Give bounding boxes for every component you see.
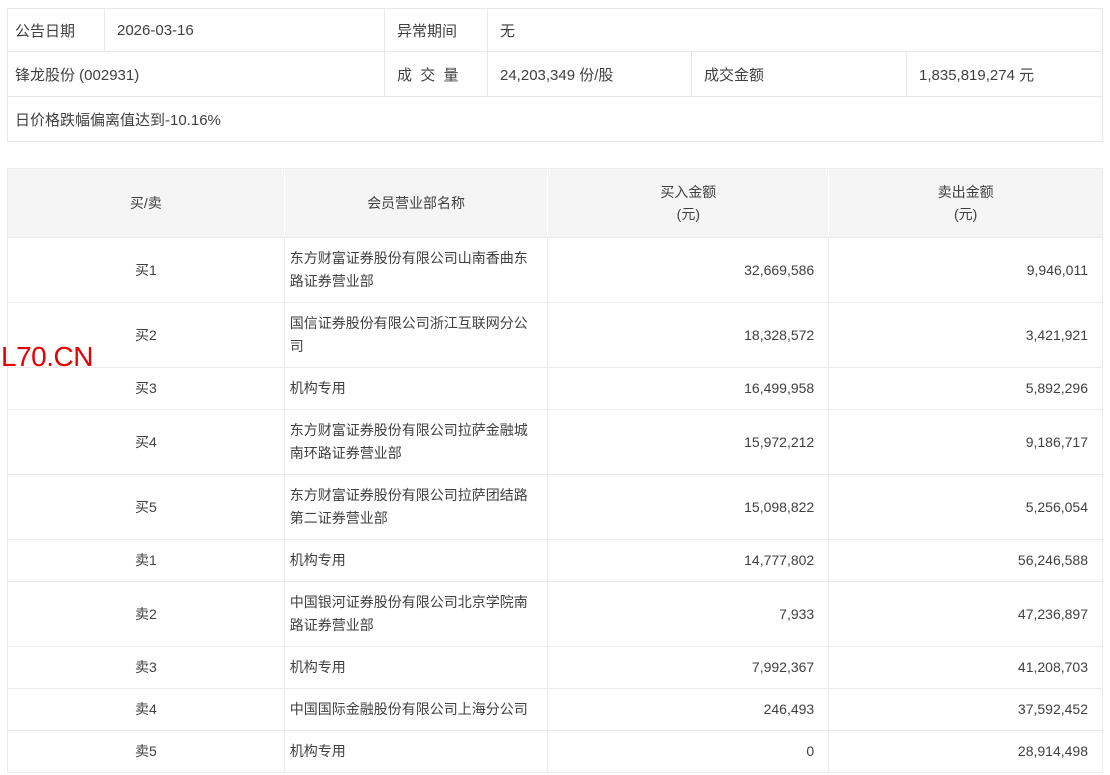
row-side: 买5: [7, 474, 285, 540]
volume-label-text: 成交量: [397, 66, 459, 84]
table-row: 买1 东方财富证券股份有限公司山南香曲东路证券营业部 32,669,586 9,946…: [7, 237, 1103, 303]
broker-table-header: 买/卖 会员营业部名称 买入金额 (元) 卖出金额 (元): [7, 168, 1103, 238]
row-side: 卖1: [7, 539, 285, 582]
header-branch: 会员营业部名称: [284, 168, 549, 238]
announce-date-label: 公告日期: [8, 9, 105, 51]
row-side: 买3: [7, 367, 285, 410]
row-side: 卖4: [7, 688, 285, 731]
table-row: 买2 国信证券股份有限公司浙江互联网分公司 18,328,572 3,421,921: [7, 302, 1103, 368]
row-branch-name: 中国国际金融股份有限公司上海分公司: [284, 688, 549, 731]
table-row: 卖3 机构专用 7,992,367 41,208,703: [7, 646, 1103, 689]
table-row: 卖2 中国银河证券股份有限公司北京学院南路证券营业部 7,933 47,236,897: [7, 581, 1103, 647]
table-row: 买3 机构专用 16,499,958 5,892,296: [7, 367, 1103, 410]
info-row-deviation: 日价格跌幅偏离值达到-10.16%: [8, 96, 1102, 141]
row-branch-name: 机构专用: [284, 646, 549, 689]
announce-date-value: 2026-03-16: [105, 9, 385, 51]
row-side: 卖3: [7, 646, 285, 689]
row-branch-name: 国信证券股份有限公司浙江互联网分公司: [284, 302, 549, 368]
volume-label: 成交量: [385, 52, 488, 96]
header-buy-amount-unit: (元): [676, 206, 700, 222]
stock-info-panel: 公告日期 2026-03-16 异常期间 无 锋龙股份 (002931) 成交量…: [7, 8, 1103, 142]
row-buy-amount: 7,992,367: [547, 646, 830, 689]
row-side: 买4: [7, 409, 285, 475]
row-buy-amount: 16,499,958: [547, 367, 830, 410]
row-sell-amount: 47,236,897: [828, 581, 1103, 647]
row-branch-name: 机构专用: [284, 367, 549, 410]
row-sell-amount: 9,186,717: [828, 409, 1103, 475]
volume-value: 24,203,349 份/股: [488, 52, 692, 96]
row-side: 卖5: [7, 730, 285, 773]
row-side: 卖2: [7, 581, 285, 647]
turnover-value: 1,835,819,274 元: [919, 66, 1035, 84]
row-sell-amount: 3,421,921: [828, 302, 1103, 368]
info-row-announce: 公告日期 2026-03-16 异常期间 无: [8, 9, 1102, 51]
row-sell-amount: 9,946,011: [828, 237, 1103, 303]
table-row: 卖4 中国国际金融股份有限公司上海分公司 246,493 37,592,452: [7, 688, 1103, 731]
header-sell-amount-label: 卖出金额: [937, 184, 994, 200]
abnormal-period-label: 异常期间: [385, 9, 488, 51]
table-row: 卖1 机构专用 14,777,802 56,246,588: [7, 539, 1103, 582]
row-side: 买1: [7, 237, 285, 303]
info-row-volume: 锋龙股份 (002931) 成交量 24,203,349 份/股 成交金额 1,…: [8, 51, 1102, 96]
stock-name: 锋龙股份 (002931): [8, 52, 385, 96]
row-buy-amount: 14,777,802: [547, 539, 830, 582]
header-buy-amount-label: 买入金额: [660, 184, 717, 200]
header-sell-amount: 卖出金额 (元): [828, 168, 1103, 238]
broker-table: 买/卖 会员营业部名称 买入金额 (元) 卖出金额 (元) 买1 东方财富证券股份…: [7, 168, 1103, 773]
row-buy-amount: 7,933: [547, 581, 830, 647]
table-row: 卖5 机构专用 0 28,914,498: [7, 730, 1103, 773]
turnover-label: 成交金额: [692, 52, 907, 96]
row-buy-amount: 18,328,572: [547, 302, 830, 368]
row-buy-amount: 15,098,822: [547, 474, 830, 540]
header-buy-amount: 买入金额 (元): [547, 168, 830, 238]
row-branch-name: 机构专用: [284, 730, 549, 773]
table-row: 买4 东方财富证券股份有限公司拉萨金融城南环路证券营业部 15,972,212 9,1…: [7, 409, 1103, 475]
abnormal-period-value: 无: [500, 22, 516, 40]
row-sell-amount: 56,246,588: [828, 539, 1103, 582]
row-buy-amount: 246,493: [547, 688, 830, 731]
row-sell-amount: 28,914,498: [828, 730, 1103, 773]
row-branch-name: 中国银河证券股份有限公司北京学院南路证券营业部: [284, 581, 549, 647]
header-sell-amount-unit: (元): [953, 206, 978, 222]
row-buy-amount: 15,972,212: [547, 409, 830, 475]
row-branch-name: 东方财富证券股份有限公司拉萨团结路第二证券营业部: [284, 474, 549, 540]
row-sell-amount: 37,592,452: [828, 688, 1103, 731]
row-buy-amount: 32,669,586: [547, 237, 830, 303]
row-branch-name: 机构专用: [284, 539, 549, 582]
table-row: 买5 东方财富证券股份有限公司拉萨团结路第二证券营业部 15,098,822 5,25…: [7, 474, 1103, 540]
row-sell-amount: 5,256,054: [828, 474, 1103, 540]
row-branch-name: 东方财富证券股份有限公司山南香曲东路证券营业部: [284, 237, 549, 303]
row-sell-amount: 41,208,703: [828, 646, 1103, 689]
header-side: 买/卖: [7, 168, 285, 238]
row-sell-amount: 5,892,296: [828, 367, 1103, 410]
deviation-note: 日价格跌幅偏离值达到-10.16%: [15, 111, 221, 129]
row-buy-amount: 0: [547, 730, 830, 773]
broker-table-body: 买1 东方财富证券股份有限公司山南香曲东路证券营业部 32,669,586 9,946…: [7, 237, 1103, 773]
row-side: 买2: [7, 302, 285, 368]
row-branch-name: 东方财富证券股份有限公司拉萨金融城南环路证券营业部: [284, 409, 549, 475]
